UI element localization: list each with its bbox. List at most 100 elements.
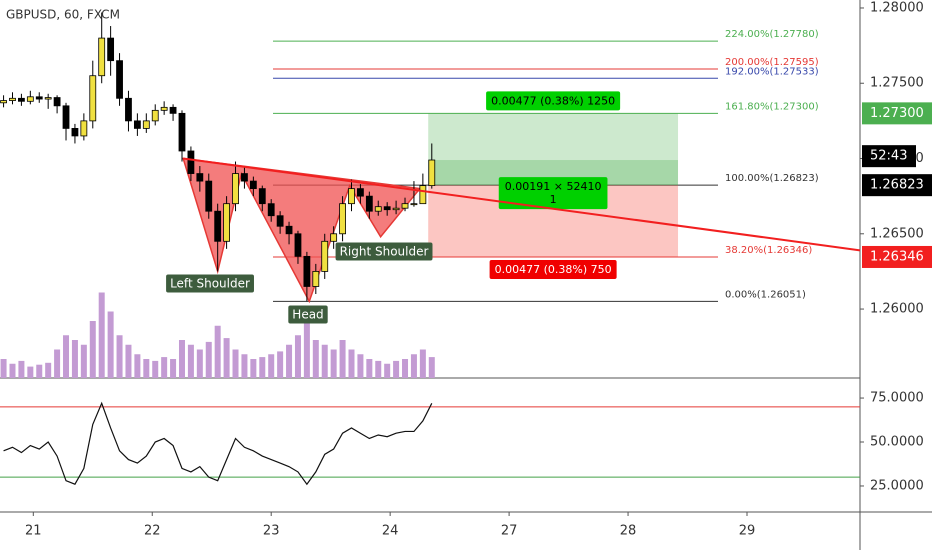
candle-body — [80, 120, 88, 137]
y-tick-label: 1.26500 — [870, 226, 924, 241]
volume-bar — [107, 311, 114, 378]
volume-bar — [232, 349, 239, 378]
volume-bar — [18, 360, 25, 378]
volume-bar — [312, 340, 319, 378]
y-tick-label: 1.26000 — [870, 302, 924, 317]
volume-bar — [428, 357, 435, 378]
candle-body — [232, 173, 239, 205]
pattern-label: Right Shoulder — [340, 245, 429, 259]
candle-body — [44, 97, 52, 100]
volume-bar — [170, 359, 177, 378]
volume-bar — [63, 335, 70, 378]
candle-body — [365, 195, 373, 212]
candle-body — [116, 60, 123, 99]
label-box — [486, 91, 621, 111]
volume-bar — [357, 354, 364, 378]
candle-body — [321, 240, 329, 272]
volume-bar — [259, 357, 266, 378]
candle-body — [98, 37, 106, 77]
volume-bar — [178, 340, 185, 378]
candle-body — [151, 109, 159, 122]
volume-bar — [9, 363, 16, 378]
price-label: 1.27300 — [870, 106, 924, 121]
candle-body — [133, 120, 141, 129]
candle-body — [249, 180, 257, 190]
candle-body — [383, 206, 391, 211]
x-tick-label: 28 — [620, 524, 637, 539]
candle-body — [223, 203, 230, 242]
candle-body — [330, 233, 338, 242]
volume-bar — [375, 360, 382, 378]
label-box — [489, 259, 617, 279]
candle-body — [428, 159, 436, 187]
rsi-line — [3, 401, 433, 486]
volume-bar — [187, 344, 194, 378]
volume-bar — [250, 359, 257, 378]
candle-body — [258, 188, 266, 205]
volume-bar — [89, 321, 96, 378]
target-label: 0.00477 (0.38%) 1250 — [491, 94, 615, 107]
candle-body — [294, 233, 302, 257]
volume-bar — [303, 321, 310, 378]
candle-body — [312, 271, 320, 287]
candle-body — [419, 185, 427, 205]
x-tick-label: 21 — [25, 524, 42, 539]
candle-body — [71, 128, 79, 137]
volume-bar — [241, 354, 248, 378]
volume-bar — [143, 359, 150, 378]
rsi-tick-label: 50.0000 — [870, 435, 924, 450]
qty-label: 1 — [550, 193, 557, 206]
candle-body — [267, 203, 275, 217]
candle-body — [107, 37, 115, 62]
center-label: 0.00191 × 52410 — [505, 180, 602, 193]
volume-bar — [45, 362, 52, 378]
neckline — [183, 157, 861, 252]
candle-body — [357, 188, 364, 197]
candle-body — [205, 180, 213, 212]
volume-bar — [54, 349, 61, 378]
candle-body — [196, 173, 204, 182]
candle-body — [0, 100, 7, 104]
label-box — [166, 274, 254, 293]
stop-label: 0.00477 (0.38%) 750 — [495, 263, 612, 276]
price-label-box — [862, 174, 932, 197]
candle-body — [374, 206, 382, 212]
fib-label: 38.20%(1.26346) — [725, 245, 812, 256]
volume-bar — [152, 360, 159, 378]
target-zone — [428, 113, 679, 186]
y-tick-label: 1.27500 — [870, 76, 924, 91]
x-tick-label: 24 — [382, 524, 399, 539]
candle-body — [401, 203, 409, 209]
x-tick-label: 23 — [263, 524, 280, 539]
volume-bar — [27, 366, 34, 378]
fib-label: 100.00%(1.26823) — [725, 173, 819, 184]
volume-bar — [196, 349, 203, 378]
volume-bar — [134, 354, 141, 378]
volume-bar — [366, 359, 373, 378]
volume-bar — [384, 363, 391, 378]
candle-body — [410, 203, 418, 206]
label-box — [335, 242, 433, 261]
label-box — [288, 305, 328, 324]
volume-bar — [286, 344, 293, 378]
volume-bar — [98, 292, 105, 378]
price-label: 1.26823 — [870, 178, 924, 193]
fib-label: 224.00%(1.27780) — [725, 29, 819, 40]
pattern-label: Head — [292, 308, 323, 322]
countdown-box — [862, 145, 916, 168]
volume-bar — [348, 349, 355, 378]
candle-body — [89, 75, 97, 122]
candle-body — [178, 112, 186, 152]
volume-bar — [0, 359, 7, 378]
candle-body — [169, 106, 177, 114]
candle-body — [339, 203, 346, 235]
volume-bar — [268, 354, 275, 378]
volume-bar — [80, 344, 87, 378]
volume-bar — [402, 359, 409, 378]
volume-bar — [125, 344, 132, 378]
x-tick-label: 22 — [144, 524, 161, 539]
volume-bar — [161, 357, 168, 378]
price-label-box — [862, 102, 932, 125]
